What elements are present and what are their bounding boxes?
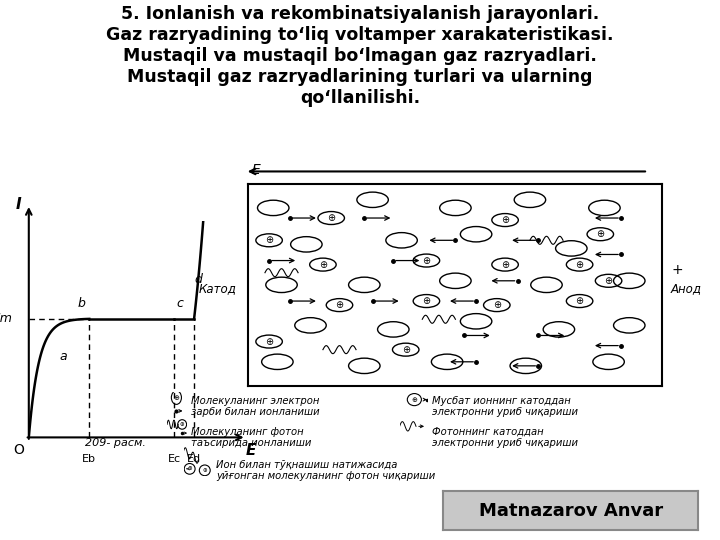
Text: ⊕: ⊕ <box>402 345 410 355</box>
Text: E: E <box>251 163 260 177</box>
Text: ⊕: ⊕ <box>423 296 431 306</box>
Text: d: d <box>194 273 202 286</box>
Text: ⊕: ⊕ <box>319 260 327 269</box>
Text: Ион билан тўқнашиш натижасида: Ион билан тўқнашиш натижасида <box>216 461 397 470</box>
Text: I: I <box>16 197 22 212</box>
Text: Анод: Анод <box>671 282 702 295</box>
Text: c: c <box>176 297 184 310</box>
Text: Im: Im <box>0 312 12 325</box>
Text: Катод: Катод <box>198 282 236 295</box>
Text: ⊕: ⊕ <box>605 276 613 286</box>
Text: Matnazarov Anvar: Matnazarov Anvar <box>479 502 662 520</box>
Text: O: O <box>13 443 24 457</box>
Text: ⊕: ⊕ <box>501 215 509 225</box>
Text: ⊕: ⊕ <box>180 422 184 427</box>
Text: Eb: Eb <box>82 454 96 464</box>
Text: ⊕: ⊕ <box>327 213 336 223</box>
Text: Молекуланинг фотон: Молекуланинг фотон <box>191 427 303 437</box>
Text: зарби билан ионланиши: зарби билан ионланиши <box>191 407 320 417</box>
Text: ⊕: ⊕ <box>187 467 192 471</box>
Text: 209- расм.: 209- расм. <box>85 437 145 448</box>
Text: a: a <box>59 350 67 363</box>
Text: ⊕: ⊕ <box>265 336 273 347</box>
Text: Мусбат ионнинг катоддан: Мусбат ионнинг катоддан <box>432 396 571 406</box>
Text: таъсирида ионланиши: таъсирида ионланиши <box>191 438 311 448</box>
Text: Ec: Ec <box>167 454 181 464</box>
Text: Молекуланинг электрон: Молекуланинг электрон <box>191 396 319 406</box>
Text: Фотоннинг катоддан: Фотоннинг катоддан <box>432 427 544 437</box>
Text: ⊕: ⊕ <box>265 235 273 245</box>
Text: ⊕: ⊕ <box>575 296 584 306</box>
Text: ⊕: ⊕ <box>492 300 501 310</box>
Text: b: b <box>77 297 85 310</box>
Text: ⊕: ⊕ <box>575 260 584 269</box>
Text: электронни уриб чиқариши: электронни уриб чиқариши <box>432 407 578 417</box>
Text: ⊕: ⊕ <box>423 255 431 266</box>
Text: уйғонган молекуланинг фотон чиқариши: уйғонган молекуланинг фотон чиқариши <box>216 471 436 481</box>
Text: ⊕: ⊕ <box>411 396 418 403</box>
Text: ⊕: ⊕ <box>596 229 604 239</box>
Text: ⊕: ⊕ <box>202 468 207 473</box>
Text: 5. Ionlanish va rekombinatsiyalanish jarayonlari.
Gaz razryadining to‘liq voltam: 5. Ionlanish va rekombinatsiyalanish jar… <box>107 5 613 106</box>
Text: электронни уриб чиқариши: электронни уриб чиқариши <box>432 438 578 448</box>
Text: +: + <box>672 263 683 277</box>
Text: Ed: Ed <box>187 454 201 464</box>
Text: ⊕: ⊕ <box>174 395 179 401</box>
Text: ⊕: ⊕ <box>501 260 509 269</box>
Text: ⊕: ⊕ <box>336 300 343 310</box>
Text: E: E <box>246 443 256 458</box>
